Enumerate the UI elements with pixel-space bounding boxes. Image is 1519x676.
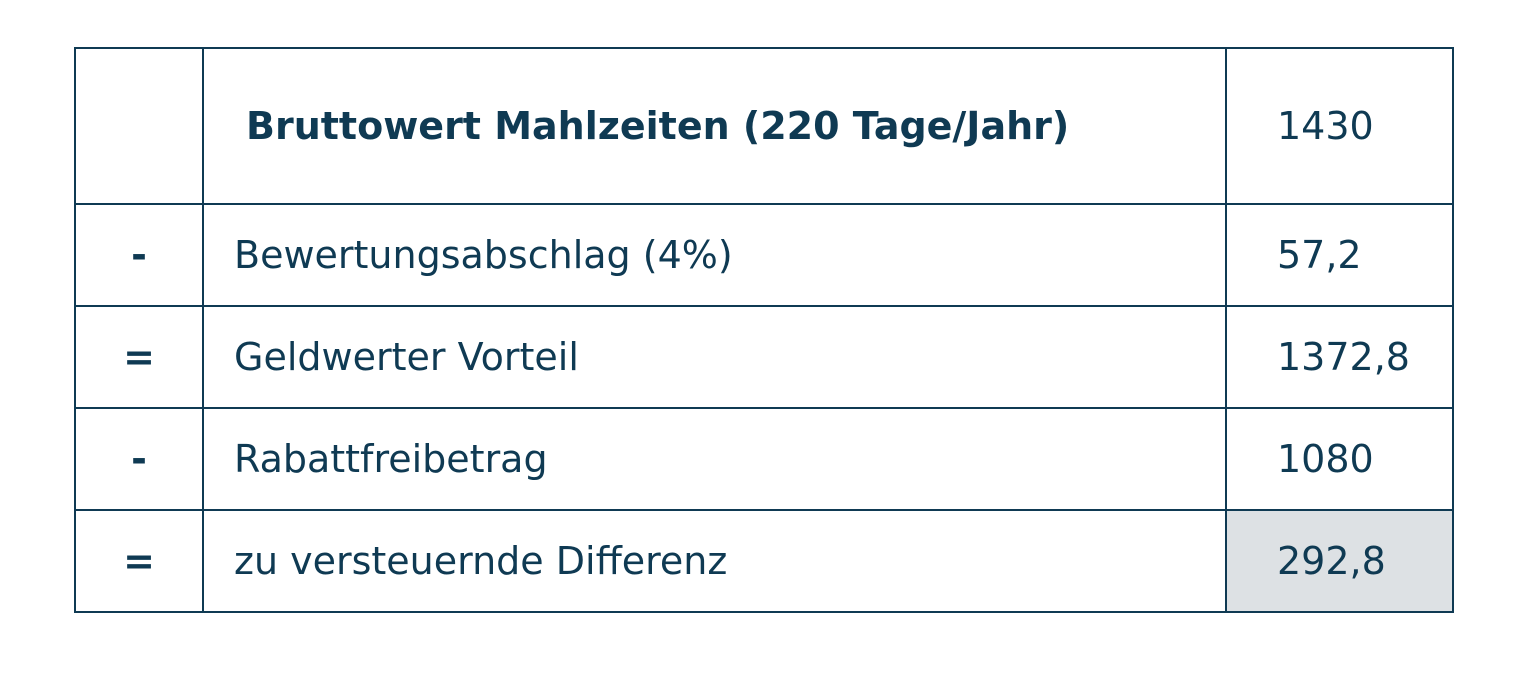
calculation-table: Bruttowert Mahlzeiten (220 Tage/Jahr) 143…: [74, 47, 1454, 613]
table-row: = zu versteuernde Differenz 292,8: [74, 509, 1454, 613]
operator-cell: -: [74, 203, 204, 307]
operator-cell: =: [74, 509, 204, 613]
table-row: = Geldwerter Vorteil 1372,8: [74, 305, 1454, 409]
label-cell: Geldwerter Vorteil: [202, 305, 1227, 409]
table-row: - Bewertungsabschlag (4%) 57,2: [74, 203, 1454, 307]
value-cell: 292,8: [1225, 509, 1454, 613]
label-cell: zu versteuernde Differenz: [202, 509, 1227, 613]
table-row: - Rabattfreibetrag 1080: [74, 407, 1454, 511]
value-cell: 1372,8: [1225, 305, 1454, 409]
table-body: Bruttowert Mahlzeiten (220 Tage/Jahr) 143…: [74, 47, 1454, 613]
table-row: Bruttowert Mahlzeiten (220 Tage/Jahr) 143…: [74, 47, 1454, 205]
operator-cell: =: [74, 305, 204, 409]
label-cell: Bewertungsabschlag (4%): [202, 203, 1227, 307]
label-cell: Rabattfreibetrag: [202, 407, 1227, 511]
label-cell: Bruttowert Mahlzeiten (220 Tage/Jahr): [202, 47, 1227, 205]
value-cell: 1430: [1225, 47, 1454, 205]
operator-cell: -: [74, 407, 204, 511]
operator-cell: [74, 47, 204, 205]
value-cell: 1080: [1225, 407, 1454, 511]
value-cell: 57,2: [1225, 203, 1454, 307]
